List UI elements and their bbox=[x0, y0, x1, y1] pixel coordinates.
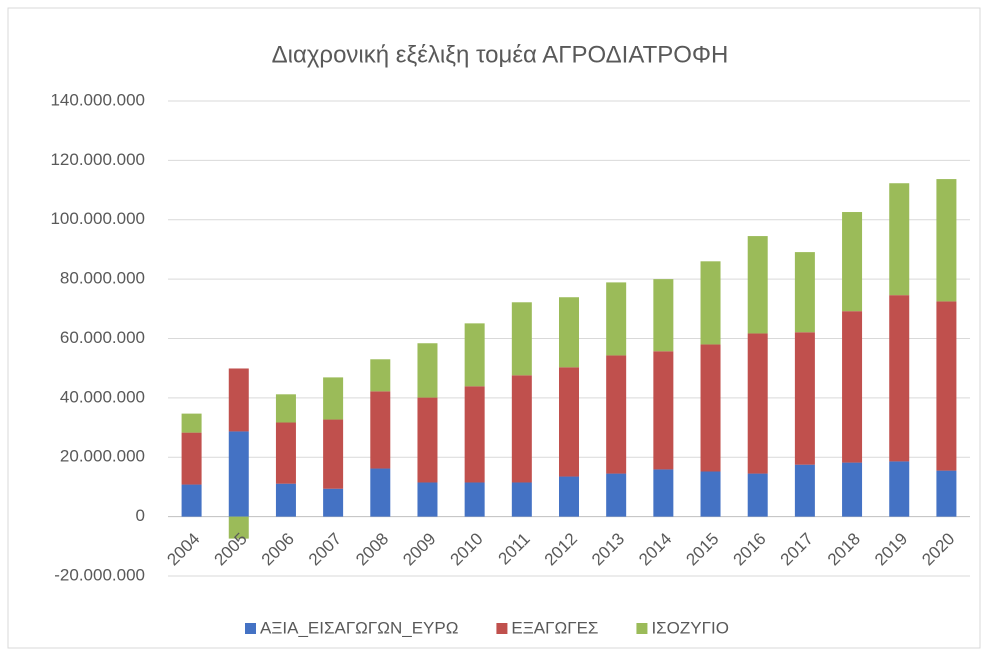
bar-segment bbox=[464, 323, 485, 387]
bar-segment bbox=[889, 461, 910, 517]
bar-segment bbox=[559, 367, 579, 477]
bar-segment bbox=[889, 183, 910, 296]
bar-segment bbox=[181, 413, 202, 433]
bar-segment bbox=[370, 359, 391, 392]
y-tick-label: 60.000.000 bbox=[60, 328, 145, 347]
bar-segment bbox=[511, 302, 532, 376]
bar-segment bbox=[606, 282, 627, 356]
bar-segment bbox=[559, 476, 579, 517]
y-tick-label: 80.000.000 bbox=[60, 269, 145, 288]
bar-segment bbox=[181, 484, 202, 517]
bar-segment bbox=[889, 295, 910, 462]
bar-segment bbox=[747, 333, 768, 474]
bar-segment bbox=[275, 422, 296, 484]
y-tick-label: 120.000.000 bbox=[50, 150, 145, 169]
bar-segment bbox=[653, 351, 674, 470]
bar-segment bbox=[794, 332, 815, 465]
bar-segment bbox=[700, 261, 721, 345]
legend-swatch bbox=[496, 623, 508, 634]
bar-segment bbox=[323, 419, 344, 489]
legend-label: ΙΣΟΖΥΓΙΟ bbox=[651, 618, 729, 637]
y-tick-label: -20.000.000 bbox=[54, 565, 145, 584]
bar-segment bbox=[417, 397, 438, 483]
bar-segment bbox=[228, 516, 249, 539]
bar-segment bbox=[464, 482, 485, 517]
bar-segment bbox=[794, 464, 815, 517]
y-tick-label: 0 bbox=[136, 506, 145, 525]
chart-border bbox=[7, 7, 981, 649]
bar-segment bbox=[370, 391, 391, 469]
bar-segment bbox=[936, 301, 957, 471]
y-tick-label: 40.000.000 bbox=[60, 387, 145, 406]
bar-segment bbox=[936, 470, 957, 517]
legend-label: ΑΞΙΑ_ΕΙΣΑΓΩΓΩΝ_ΕΥΡΩ bbox=[260, 618, 458, 637]
bar-segment bbox=[559, 297, 579, 368]
y-tick-label: 20.000.000 bbox=[60, 447, 145, 466]
bar-segment bbox=[700, 471, 721, 517]
bar-segment bbox=[747, 236, 768, 334]
bar-segment bbox=[700, 344, 721, 472]
bar-segment bbox=[842, 212, 863, 312]
bar-segment bbox=[606, 473, 627, 517]
bar-segment bbox=[417, 482, 438, 517]
bar-segment bbox=[511, 482, 532, 517]
bar-segment bbox=[228, 368, 249, 432]
y-tick-label: 140.000.000 bbox=[50, 90, 145, 109]
bar-segment bbox=[464, 386, 485, 483]
bar-segment bbox=[653, 469, 674, 517]
bar-segment bbox=[275, 483, 296, 517]
legend-label: ΕΞΑΓΩΓΕΣ bbox=[511, 618, 598, 637]
bar-segment bbox=[653, 279, 674, 352]
bar-segment bbox=[323, 377, 344, 420]
bar-segment bbox=[181, 432, 202, 485]
bar-segment bbox=[842, 462, 863, 517]
bar-segment bbox=[370, 468, 391, 517]
bar-segment bbox=[511, 375, 532, 483]
y-tick-label: 100.000.000 bbox=[50, 209, 145, 228]
chart-title: Διαχρονική εξέλιξη τομέα ΑΓΡΟΔΙΑΤΡΟΦΗ bbox=[272, 41, 729, 68]
bar-segment bbox=[794, 252, 815, 333]
bar-segment bbox=[606, 355, 627, 474]
bar-segment bbox=[936, 179, 957, 302]
bar-segment bbox=[417, 343, 438, 398]
bar-segment bbox=[842, 311, 863, 463]
bar-segment bbox=[228, 431, 249, 517]
bar-segment bbox=[747, 473, 768, 517]
legend-swatch bbox=[636, 623, 648, 634]
legend-swatch bbox=[245, 623, 256, 634]
bar-segment bbox=[323, 488, 344, 517]
bar-segment bbox=[275, 394, 296, 423]
